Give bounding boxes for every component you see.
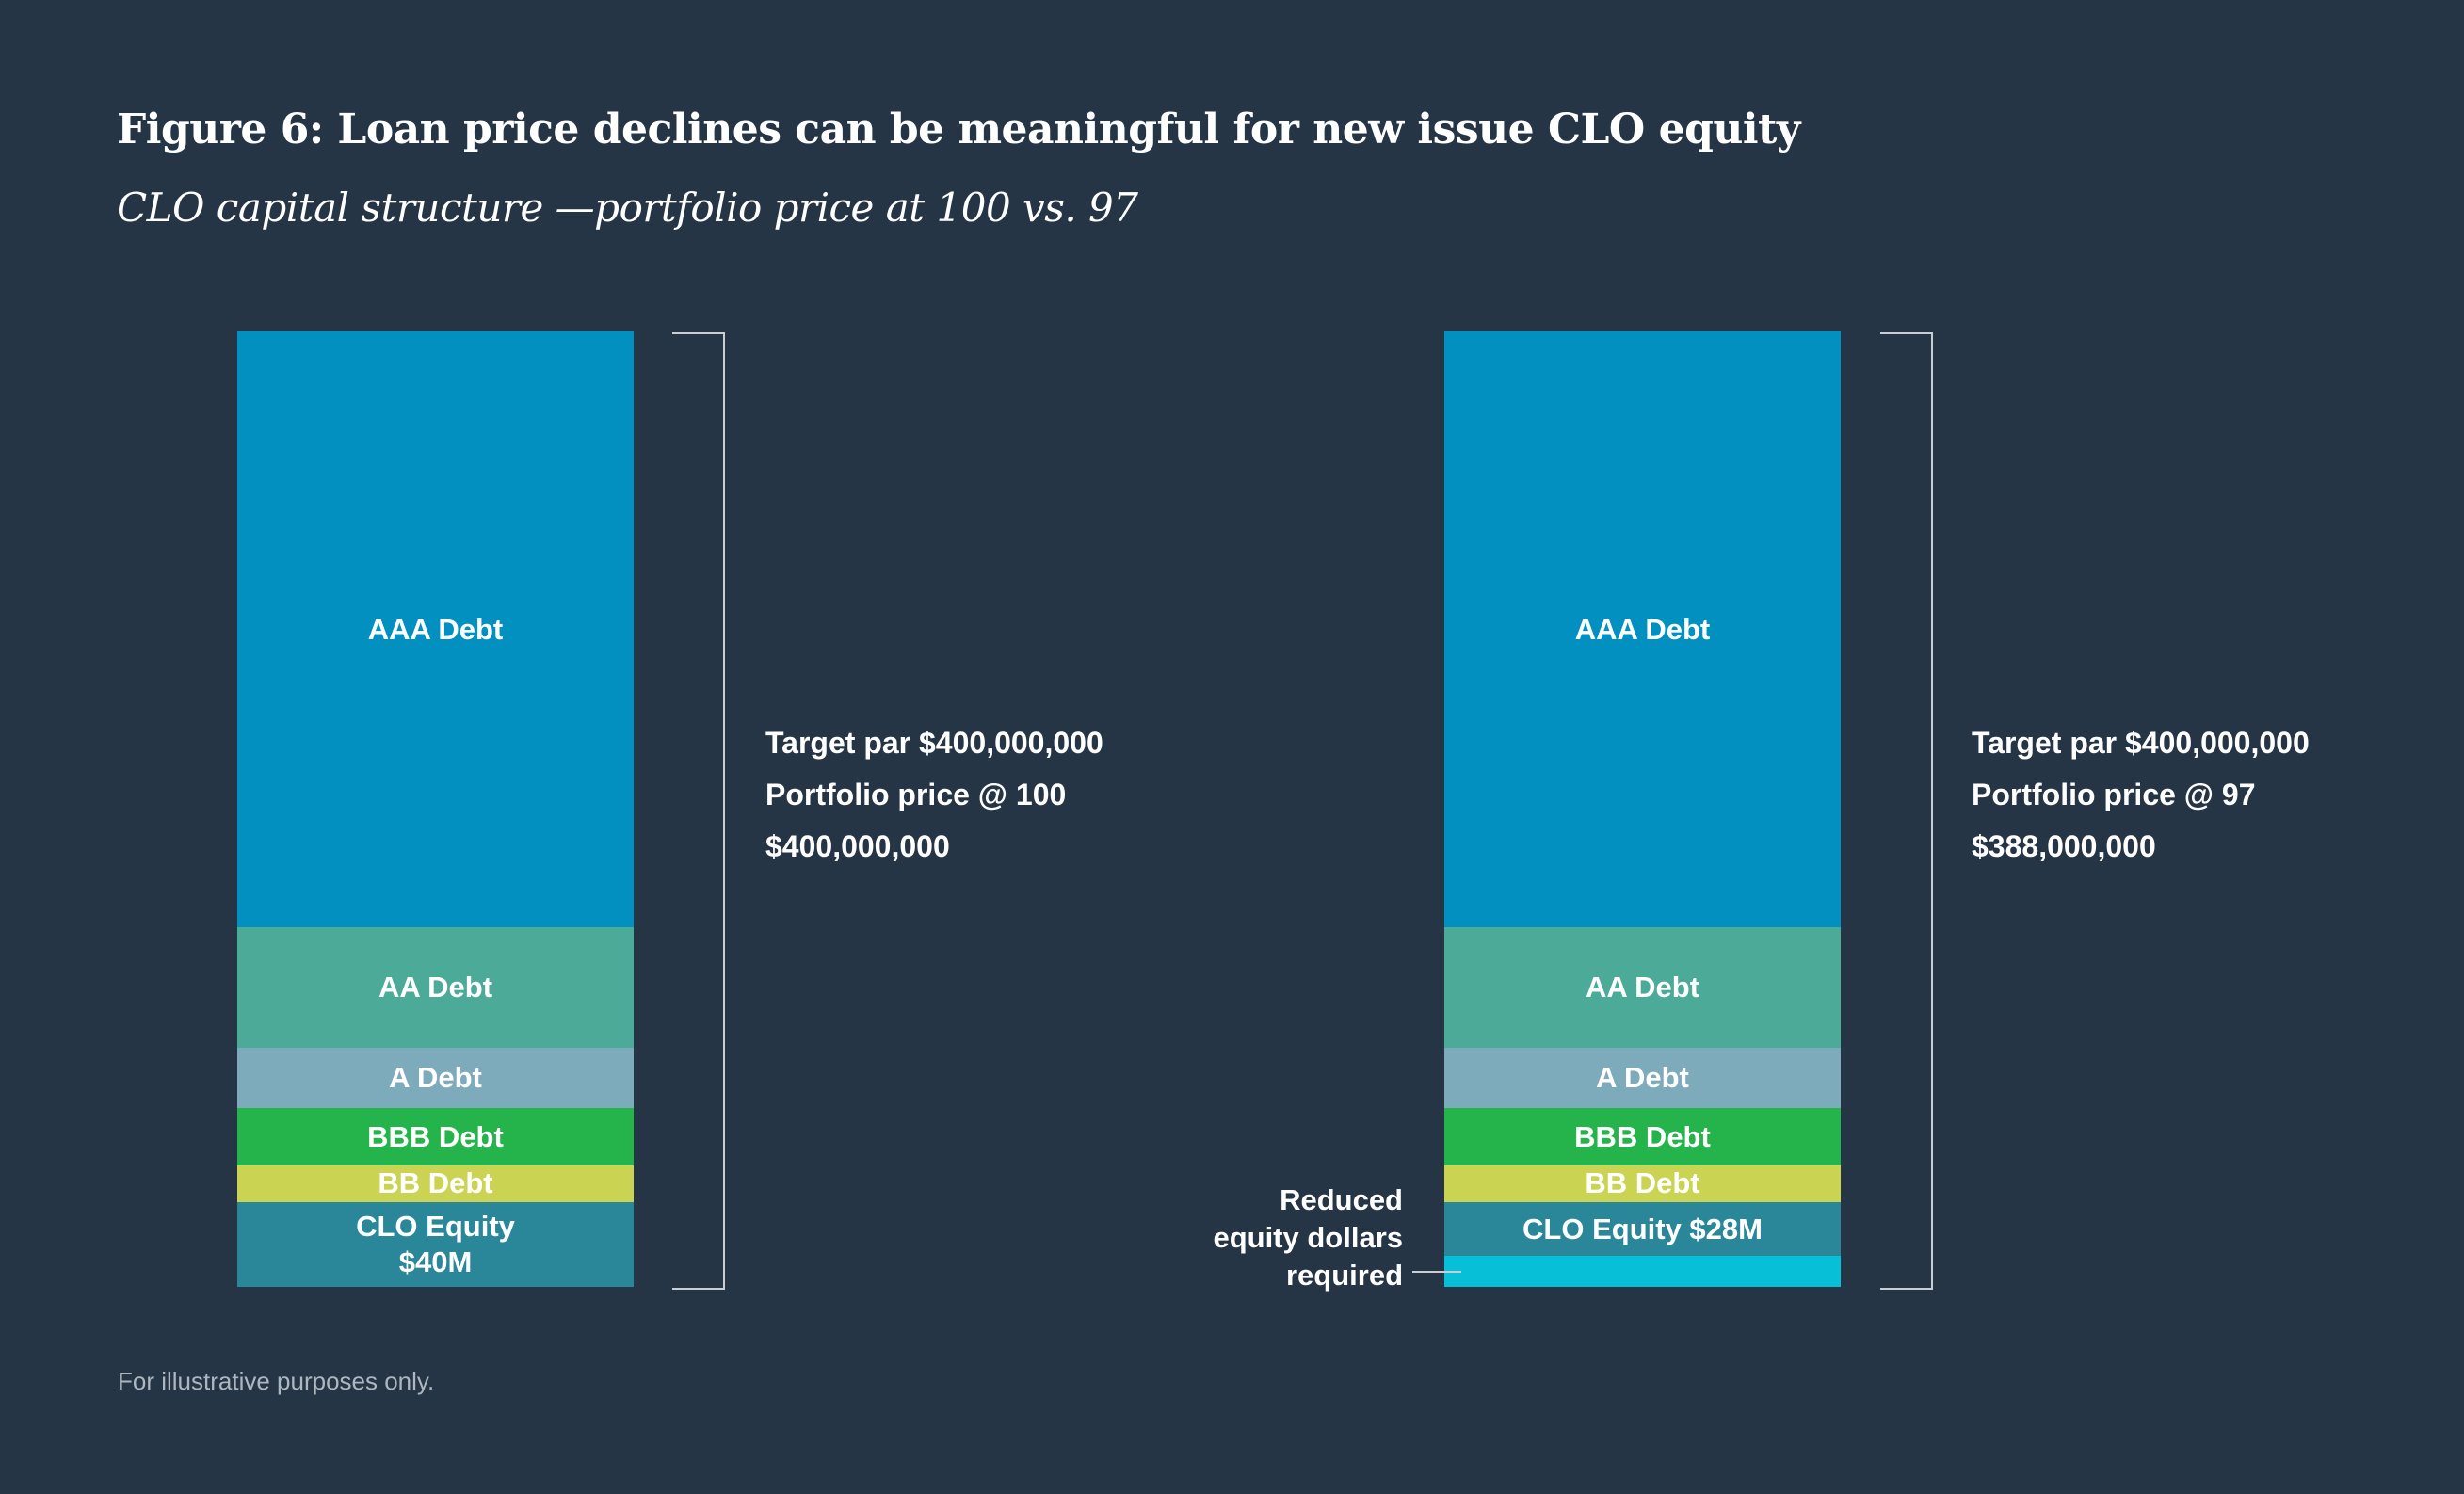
footnote: For illustrative purposes only.	[118, 1367, 435, 1395]
bar-segment-bb: BB Debt	[237, 1165, 634, 1202]
annotation-line: required	[1285, 1259, 1403, 1292]
bar-segment-a: A Debt	[1444, 1048, 1841, 1109]
info-line: Portfolio price @ 100	[765, 778, 1067, 811]
bar-segment-bbb: BBB Debt	[237, 1108, 634, 1166]
bar-segment-a: A Debt	[237, 1048, 634, 1109]
info-right: Target par $400,000,000 Portfolio price …	[1972, 717, 2310, 873]
info-left: Target par $400,000,000 Portfolio price …	[765, 717, 1103, 873]
info-line: Portfolio price @ 97	[1972, 778, 2256, 811]
info-line: Target par $400,000,000	[1972, 726, 2310, 760]
bar-segment-bbb: BBB Debt	[1444, 1108, 1841, 1166]
bar-segment-aa: AA Debt	[1444, 927, 1841, 1049]
bracket-right	[1880, 332, 1933, 1290]
bar-segment-aaa: AAA Debt	[1444, 331, 1841, 928]
bar-segment-aaa: AAA Debt	[237, 331, 634, 928]
bar-segment-bb: BB Debt	[1444, 1165, 1841, 1202]
bar-segment-equity: CLO Equity $28M	[1444, 1201, 1841, 1257]
bar-portfolio-97: AAA Debt AA Debt A Debt BBB Debt BB Debt CLO …	[1444, 331, 1841, 1287]
info-line: $400,000,000	[765, 829, 950, 863]
bar-segment-aa: AA Debt	[237, 927, 634, 1049]
annotation-leader-line	[1412, 1271, 1461, 1273]
bar-segment-reduced	[1444, 1256, 1841, 1287]
annotation-line: equity dollars	[1213, 1221, 1403, 1254]
bar-segment-equity: CLO Equity $40M	[237, 1201, 634, 1287]
bar-portfolio-100: AAA Debt AA Debt A Debt BBB Debt BB Debt CLO …	[237, 331, 634, 1287]
annotation-line: Reduced	[1280, 1183, 1403, 1216]
info-line: Target par $400,000,000	[765, 726, 1103, 760]
info-line: $388,000,000	[1972, 829, 2156, 863]
reduced-equity-annotation: Reduced equity dollars required	[1213, 1181, 1403, 1294]
bracket-left	[672, 332, 725, 1290]
chart-title: Figure 6: Loan price declines can be mea…	[117, 105, 1800, 153]
chart-subtitle: CLO capital structure —portfolio price a…	[117, 185, 1138, 231]
